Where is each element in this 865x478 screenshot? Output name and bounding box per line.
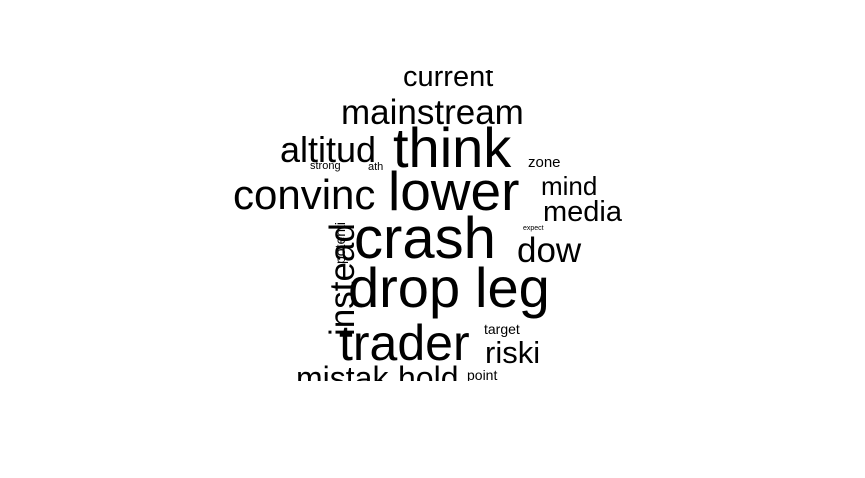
word-mainstream: mainstream	[341, 93, 524, 132]
word-mistak: mistak	[296, 360, 389, 381]
word-think: think	[393, 116, 512, 179]
word-hold: hold	[398, 360, 459, 381]
word-zone: zone	[528, 154, 561, 171]
word-target: target	[484, 321, 520, 337]
word-expect: expect	[523, 225, 544, 232]
word-current: current	[403, 70, 494, 93]
word-convinc: convinc	[233, 171, 376, 218]
word-altitud: altitud	[280, 129, 377, 170]
word-lower: lower	[388, 160, 520, 222]
word-media: media	[543, 196, 622, 228]
word-riski: riski	[485, 335, 541, 370]
word-dow: dow	[517, 231, 582, 270]
word-trader: trader	[339, 315, 470, 371]
word-strong: strong	[310, 160, 341, 172]
word-ath: ath	[368, 161, 384, 173]
word-cloud-canvas: current mainstream think altitud strong …	[0, 70, 865, 381]
word-point: point	[467, 367, 498, 381]
word-drop: drop	[348, 256, 461, 319]
word-crash: crash	[354, 206, 496, 271]
word-mind: mind	[541, 171, 598, 201]
word-potenti: potenti	[332, 221, 348, 264]
word-leg: leg	[475, 256, 550, 319]
